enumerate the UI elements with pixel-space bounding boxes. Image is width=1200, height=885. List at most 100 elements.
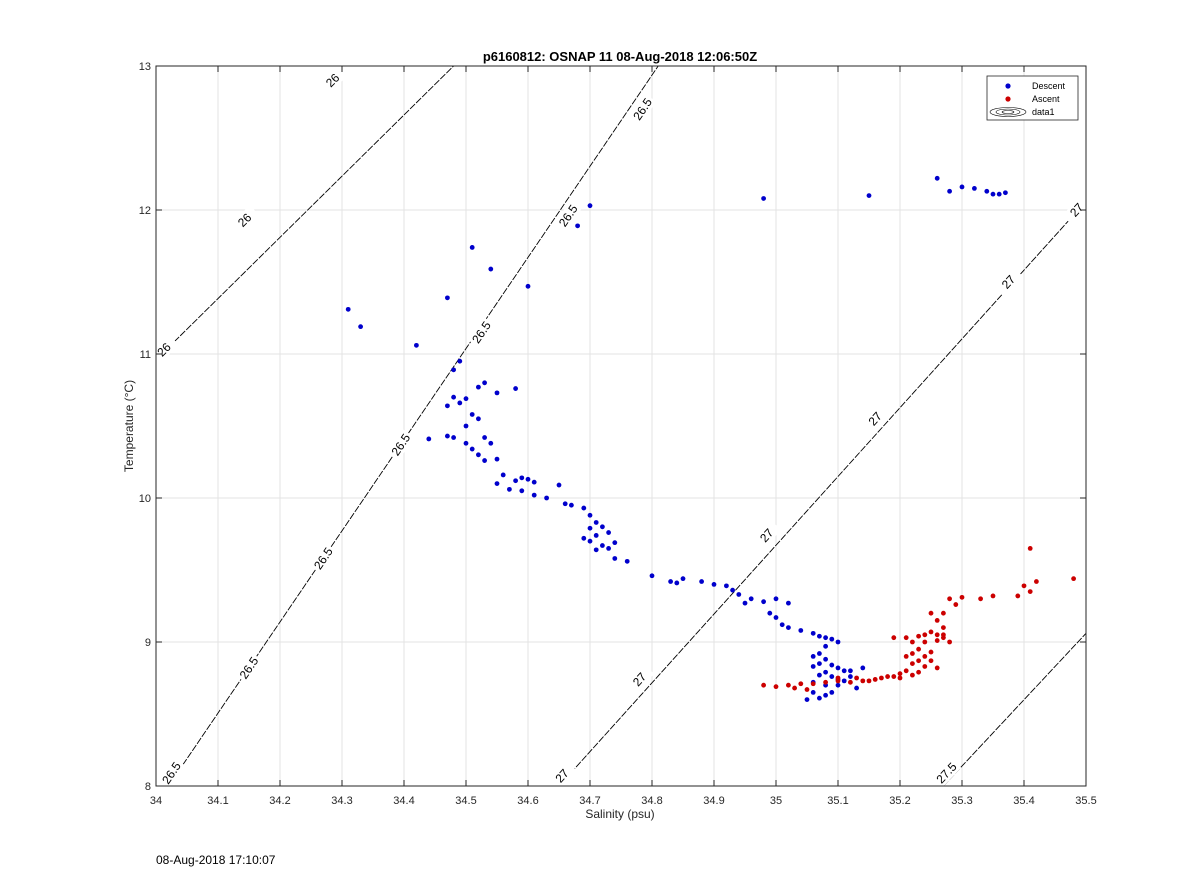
x-tick-label: 34.8	[641, 795, 662, 807]
descent-point	[848, 674, 853, 679]
x-tick-label: 34.9	[703, 795, 724, 807]
y-axis-label: Temperature (°C)	[122, 380, 136, 472]
ascent-point	[928, 658, 934, 664]
descent-point	[835, 682, 841, 688]
contour-label-bg	[993, 266, 1024, 298]
ascent-point	[916, 646, 921, 652]
contour-label-bg	[317, 65, 348, 96]
ascent-point	[941, 632, 946, 638]
ascent-point	[810, 681, 816, 687]
descent-point	[500, 472, 506, 478]
ascent-point	[1027, 546, 1033, 551]
descent-point	[451, 394, 456, 400]
descent-point	[476, 416, 481, 422]
ascent-point	[953, 602, 959, 607]
series-ascent	[761, 546, 1076, 692]
descent-point	[817, 672, 822, 678]
descent-point	[556, 482, 562, 488]
isopycnal-27	[558, 201, 1086, 786]
x-tick-label: 34.6	[517, 795, 538, 807]
descent-point	[581, 505, 587, 511]
ascent-point	[916, 669, 921, 675]
descent-point	[817, 633, 822, 639]
contour-label-bg	[235, 652, 263, 684]
ascent-point	[773, 684, 779, 690]
descent-point	[767, 610, 773, 616]
x-tick-label: 34.2	[269, 795, 290, 807]
x-tick-label: 35.3	[951, 795, 972, 807]
ascent-point	[1015, 593, 1021, 599]
descent-point	[593, 547, 599, 553]
descent-point	[494, 481, 500, 486]
descent-point	[959, 184, 965, 190]
descent-point	[761, 196, 766, 201]
ascent-point	[823, 679, 828, 685]
descent-point	[469, 245, 475, 250]
legend-contour-icon	[989, 107, 1027, 117]
descent-point	[829, 662, 835, 668]
chart-title: p6160812: OSNAP 11 08-Aug-2018 12:06:50Z	[483, 49, 757, 64]
x-tick-label: 35.2	[889, 795, 910, 807]
descent-point	[972, 186, 977, 191]
descent-point	[866, 193, 872, 199]
descent-point	[600, 524, 605, 530]
descent-point	[841, 678, 847, 684]
y-tick-label: 13	[139, 61, 151, 73]
descent-point	[445, 433, 450, 439]
descent-point	[761, 599, 766, 605]
descent-point	[854, 685, 859, 691]
ascent-point	[928, 649, 934, 655]
descent-point	[451, 435, 456, 440]
descent-point	[606, 530, 611, 535]
descent-point	[668, 579, 673, 584]
legend-entry-descent: Descent	[1005, 81, 1066, 91]
x-tick-label: 34	[150, 795, 162, 807]
x-tick-label: 35.1	[827, 795, 848, 807]
contour-label-bg	[387, 429, 415, 461]
descent-point	[823, 692, 828, 698]
descent-point	[569, 502, 574, 508]
ascent-point	[910, 672, 915, 678]
descent-point	[817, 661, 822, 666]
ascent-point	[947, 596, 952, 602]
contour-label-bg	[629, 93, 657, 125]
contour-label-bg	[860, 403, 890, 434]
ascent-point	[1034, 579, 1039, 584]
x-tick-label: 34.7	[579, 795, 600, 807]
ascent-point	[761, 682, 766, 688]
x-tick-label: 34.5	[455, 795, 476, 807]
descent-point	[934, 175, 940, 181]
contour-label-bg	[229, 205, 260, 235]
descent-point	[829, 636, 835, 642]
legend-ascent-marker	[1005, 96, 1011, 102]
descent-point	[984, 188, 990, 194]
descent-point	[525, 476, 531, 482]
ascent-point	[934, 632, 940, 638]
descent-point	[593, 520, 599, 525]
axis-ticks: 34 34.1 34.2 34.3 34.4 34.5 34.6 34.7 34.8 34.9 35…	[139, 61, 1097, 807]
ascent-point	[1071, 576, 1076, 582]
ascent-point	[848, 679, 853, 685]
ascent-point	[1027, 589, 1033, 594]
ascent-point	[934, 638, 940, 643]
descent-point	[593, 533, 599, 538]
descent-point	[414, 342, 419, 348]
y-tick-label: 9	[145, 637, 151, 649]
legend-data1-label: data1	[1032, 107, 1055, 117]
data-points	[345, 175, 1076, 702]
x-tick-label: 35.4	[1013, 795, 1034, 807]
legend: Descent Ascent data1	[986, 75, 1079, 121]
descent-point	[804, 697, 810, 702]
descent-point	[469, 412, 475, 417]
axes-background	[156, 66, 1086, 786]
ascent-point	[1021, 583, 1027, 589]
ascent-point	[922, 639, 928, 645]
descent-point	[600, 543, 605, 548]
descent-point	[810, 690, 816, 695]
descent-point	[947, 188, 952, 194]
ascent-point	[903, 668, 909, 674]
ascent-point	[928, 629, 934, 635]
ascent-point	[835, 675, 841, 681]
descent-point	[829, 674, 835, 679]
descent-point	[606, 546, 611, 551]
